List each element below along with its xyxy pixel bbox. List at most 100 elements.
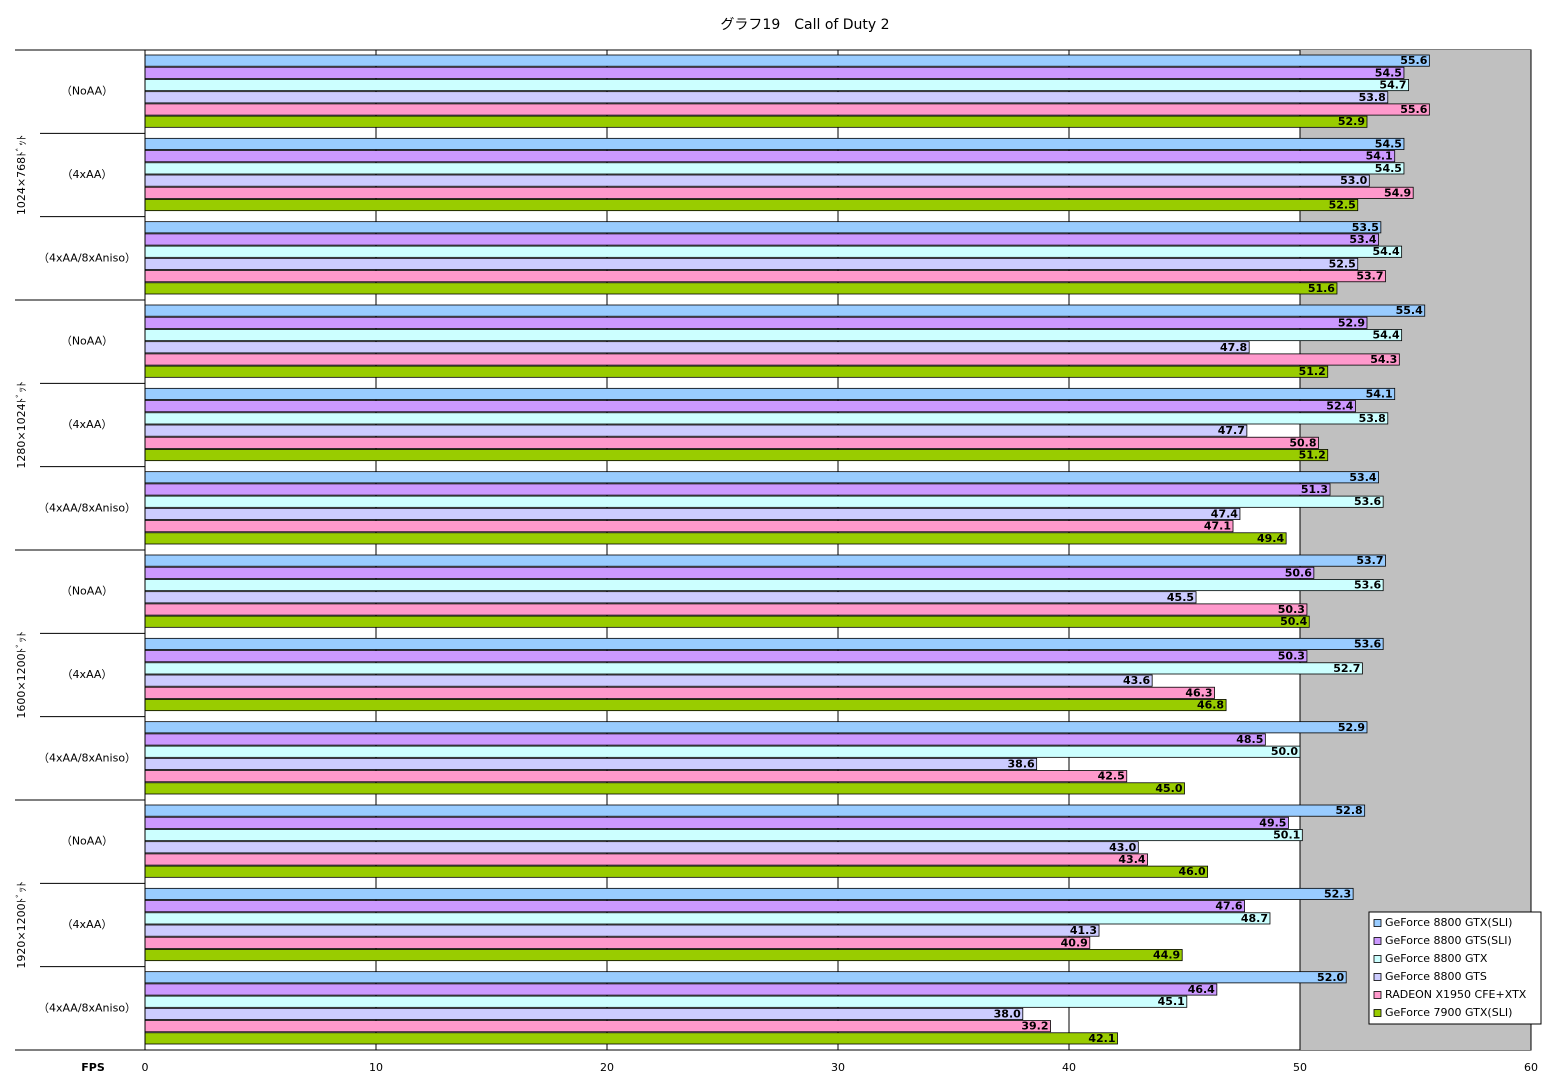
value-label: 47.4 <box>1211 507 1238 520</box>
bar <box>144 115 1368 128</box>
value-label: 54.1 <box>1366 150 1393 163</box>
bar <box>144 971 1347 984</box>
bar <box>144 841 1139 854</box>
x-tick-label: 40 <box>1062 1061 1076 1074</box>
bar <box>144 686 1215 699</box>
bar <box>144 103 1430 116</box>
bar <box>144 995 1188 1008</box>
value-label: 53.6 <box>1354 495 1381 508</box>
category-label: （4xAA/8xAniso） <box>38 501 136 514</box>
value-label: 46.3 <box>1185 686 1212 699</box>
legend-swatch <box>1373 937 1382 945</box>
bar <box>144 233 1379 246</box>
value-label: 48.5 <box>1236 733 1263 746</box>
bar <box>144 554 1386 567</box>
value-label: 53.5 <box>1352 221 1379 234</box>
bar <box>144 674 1153 687</box>
value-label: 46.4 <box>1188 983 1215 996</box>
bar <box>144 757 1038 770</box>
category-label: （NoAA） <box>61 835 113 848</box>
value-label: 52.0 <box>1317 971 1344 984</box>
value-label: 53.8 <box>1359 412 1386 425</box>
bar <box>144 924 1100 937</box>
bar <box>144 865 1208 878</box>
bar <box>144 816 1289 829</box>
legend-box <box>1368 911 1542 1025</box>
bar <box>144 1007 1024 1020</box>
value-label: 51.2 <box>1299 365 1326 378</box>
x-axis-label: FPS <box>81 1061 105 1074</box>
value-label: 50.3 <box>1278 603 1305 616</box>
value-label: 44.9 <box>1153 949 1180 962</box>
value-label: 47.7 <box>1218 424 1245 437</box>
category-label: （4xAA） <box>62 918 113 931</box>
category-label: （4xAA/8xAniso） <box>38 751 136 764</box>
value-label: 43.6 <box>1123 674 1150 687</box>
value-label: 55.6 <box>1400 54 1427 67</box>
bar <box>144 745 1301 758</box>
bar <box>144 507 1241 520</box>
legend-label: GeForce 8800 GTS(SLI) <box>1385 934 1512 947</box>
value-label: 53.7 <box>1356 270 1383 283</box>
value-label: 53.0 <box>1340 174 1367 187</box>
bar <box>144 365 1329 378</box>
value-label: 43.4 <box>1118 853 1145 866</box>
value-label: 50.1 <box>1273 829 1300 842</box>
group-label: 1920×1200ﾄﾞｯﾄ <box>15 881 28 968</box>
bar <box>144 199 1359 212</box>
bar <box>144 449 1329 462</box>
value-label: 54.5 <box>1375 66 1402 79</box>
value-label: 47.1 <box>1204 520 1231 533</box>
chart-title: グラフ19 Call of Duty 2 <box>720 17 889 33</box>
value-label: 52.8 <box>1336 804 1363 817</box>
value-label: 50.6 <box>1285 566 1312 579</box>
value-label: 43.0 <box>1109 841 1136 854</box>
x-tick-label: 60 <box>1524 1061 1538 1074</box>
value-label: 54.5 <box>1375 137 1402 150</box>
bar <box>144 150 1396 163</box>
value-label: 45.5 <box>1167 591 1194 604</box>
bar <box>144 532 1287 545</box>
legend-swatch <box>1373 955 1382 963</box>
category-label: （4xAA） <box>62 168 113 181</box>
bar <box>144 949 1183 962</box>
value-label: 53.6 <box>1354 579 1381 592</box>
bar <box>144 721 1368 734</box>
value-label: 55.4 <box>1396 304 1423 317</box>
bar <box>144 91 1389 104</box>
value-label: 54.7 <box>1379 79 1406 92</box>
value-label: 50.4 <box>1280 615 1307 628</box>
bar <box>144 483 1331 496</box>
value-label: 48.7 <box>1241 912 1268 925</box>
bar <box>144 257 1359 270</box>
value-label: 41.3 <box>1070 924 1097 937</box>
legend-swatch <box>1373 919 1382 927</box>
legend-swatch <box>1373 991 1382 999</box>
category-label: （NoAA） <box>61 335 113 348</box>
bar <box>144 245 1403 258</box>
value-label: 50.8 <box>1289 436 1316 449</box>
value-label: 52.5 <box>1329 257 1356 270</box>
value-label: 40.9 <box>1061 936 1088 949</box>
value-label: 49.5 <box>1259 816 1286 829</box>
value-label: 51.2 <box>1299 449 1326 462</box>
category-label: （NoAA） <box>61 585 113 598</box>
bar <box>144 162 1405 175</box>
bar <box>144 912 1271 925</box>
bar <box>144 603 1308 616</box>
category-label: （4xAA） <box>62 668 113 681</box>
x-tick-label: 50 <box>1293 1061 1307 1074</box>
bar <box>144 615 1310 628</box>
value-label: 38.0 <box>994 1007 1021 1020</box>
bar <box>144 566 1315 579</box>
value-label: 38.6 <box>1008 757 1035 770</box>
bar <box>144 1032 1118 1045</box>
value-label: 53.6 <box>1354 637 1381 650</box>
bar <box>144 282 1338 295</box>
value-label: 53.7 <box>1356 554 1383 567</box>
legend-swatch <box>1373 973 1382 981</box>
bar <box>144 900 1245 913</box>
bar <box>144 887 1354 900</box>
